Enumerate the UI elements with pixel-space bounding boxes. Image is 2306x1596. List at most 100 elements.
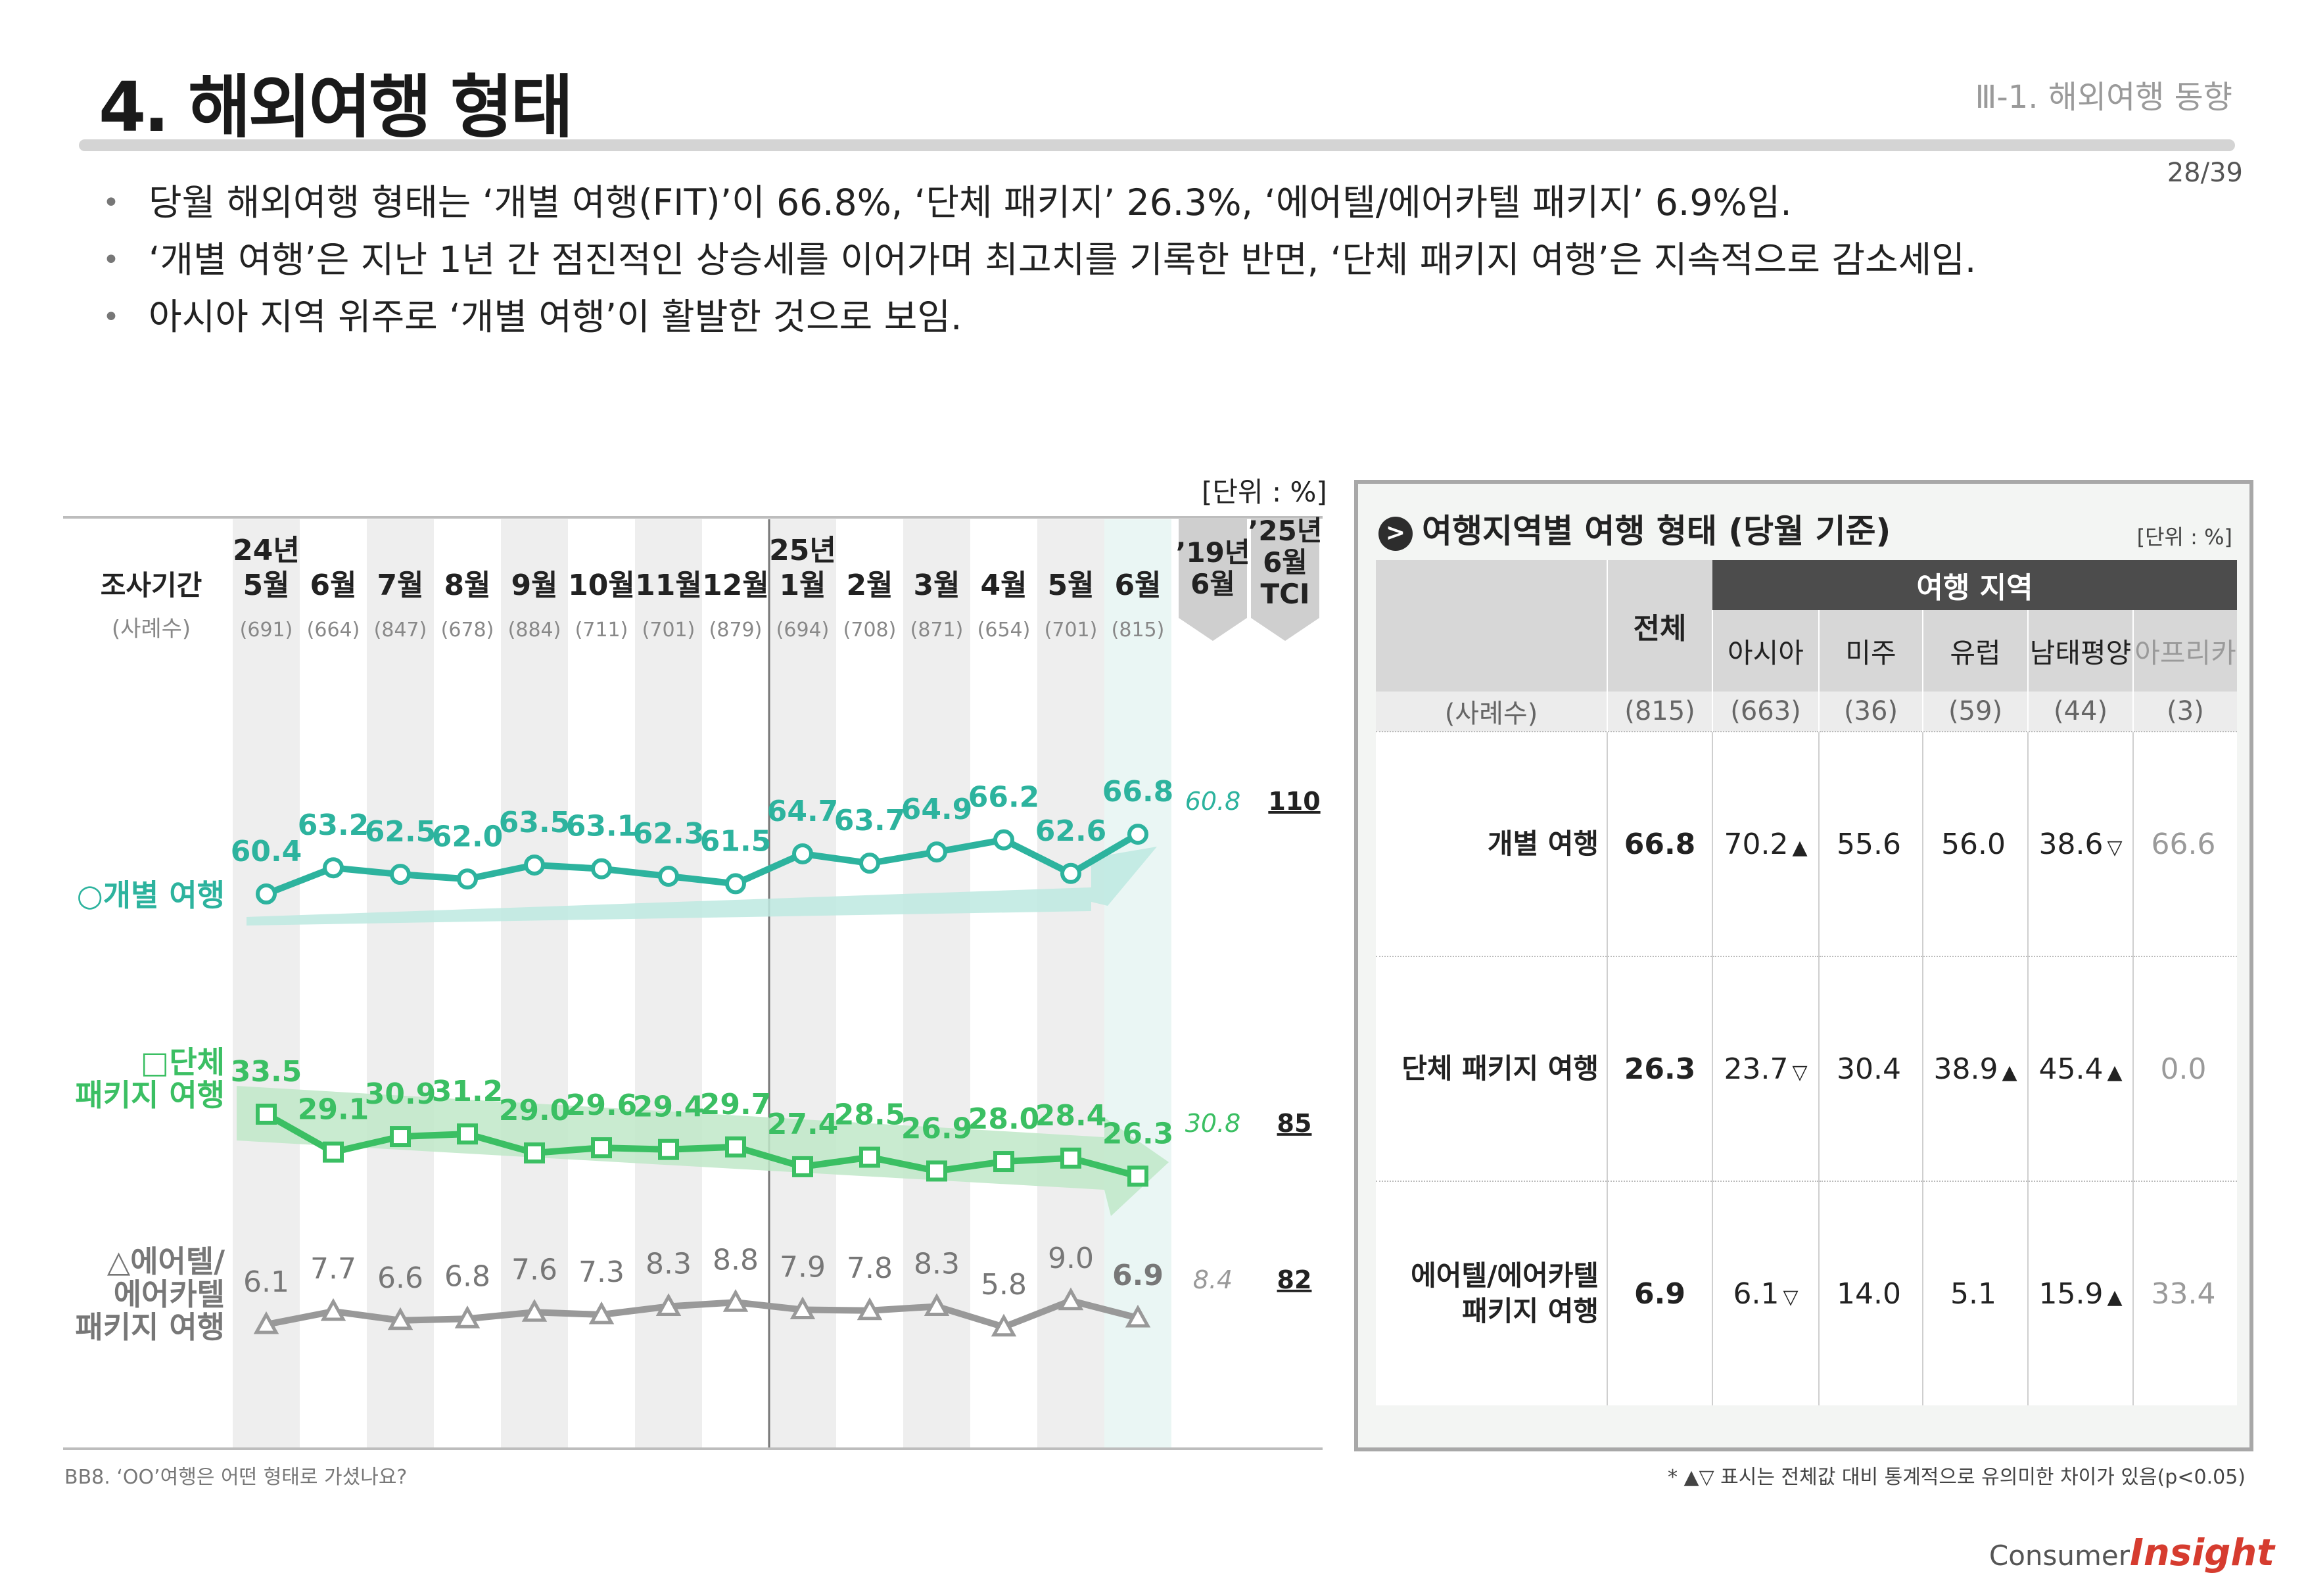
compare-2019-value: 8.4 — [1193, 1265, 1233, 1294]
col-header-region: 미주 — [1818, 610, 1923, 692]
data-label: 6.6 — [377, 1261, 423, 1295]
point-marker — [457, 868, 478, 890]
month-label: 11월 — [635, 569, 702, 602]
series-line — [264, 1111, 1139, 1180]
month-label: 10월 — [568, 569, 635, 602]
point-marker — [524, 1142, 545, 1163]
month-label: 6월 — [1114, 569, 1161, 602]
month-column-shade — [233, 519, 300, 1447]
compare-header-label: TCI — [1260, 578, 1309, 610]
series-name: 패키지 여행 — [75, 1309, 225, 1345]
series-name: □단체 — [141, 1044, 225, 1080]
cell-value: 38.6 — [2038, 827, 2104, 861]
summary-bullet: ‘개별 여행’은 지난 1년 간 점진적인 상승세를 이어가며 최고치를 기록한… — [99, 231, 1976, 289]
data-label: 8.8 — [713, 1243, 759, 1277]
compare-header-label: ’25년 — [1248, 515, 1322, 547]
significance-mark: ▲ — [1792, 835, 1808, 859]
data-label: 7.3 — [578, 1256, 624, 1289]
significance-mark: ▽ — [1792, 1060, 1808, 1084]
point-marker — [390, 1126, 411, 1148]
point-marker — [320, 1298, 346, 1321]
data-label: 5.8 — [981, 1268, 1027, 1302]
data-label: 7.7 — [310, 1252, 356, 1286]
data-label: 6.1 — [243, 1265, 289, 1299]
month-column-shade — [635, 519, 702, 1447]
sample-size-label: (691) — [240, 619, 293, 642]
cell-value: 56.0 — [1941, 827, 2006, 861]
sample-size: (59) — [1922, 692, 2028, 732]
point-marker — [658, 866, 679, 887]
point-marker — [993, 1151, 1014, 1173]
point-marker — [591, 858, 612, 880]
cell-value: 6.1 — [1733, 1277, 1779, 1311]
data-label: 28.0 — [968, 1102, 1040, 1136]
brand-logo: ConsumerInsight — [1989, 1532, 2274, 1574]
sample-size-label: (847) — [374, 619, 427, 642]
cell-total: 26.3 — [1607, 956, 1712, 1181]
compare-2019-value: 30.8 — [1185, 1109, 1241, 1138]
sample-label: (사례수) — [1376, 692, 1607, 732]
table-row: 에어텔/에어카텔 패키지 여행 6.9 6.1 ▽ 14.0 5.1 15.9 ▲ … — [1376, 1181, 2237, 1405]
cell-value: 15.9 — [2038, 1277, 2104, 1311]
sample-size-label: (871) — [910, 619, 964, 642]
sample-size-label: (664) — [307, 619, 360, 642]
sample-size: (44) — [2027, 692, 2133, 732]
year-label: 25년 — [769, 534, 836, 567]
compare-header-tab — [1179, 518, 1247, 641]
data-label: 28.4 — [1035, 1099, 1107, 1133]
chevron-right-icon: > — [1378, 516, 1413, 551]
point-marker — [256, 1104, 277, 1125]
data-label: 63.7 — [834, 804, 906, 837]
cell-value: 30.4 — [1837, 1052, 1901, 1086]
month-label: 8월 — [444, 569, 490, 602]
point-marker — [1127, 824, 1148, 845]
point-marker — [725, 873, 746, 895]
point-marker — [1060, 1147, 1081, 1169]
significance-mark: ▽ — [1783, 1285, 1799, 1309]
col-group-header: 여행 지역 — [1712, 560, 2237, 610]
summary-bullet: 당월 해외여행 형태는 ‘개별 여행(FIT)’이 66.8%, ‘단체 패키지… — [99, 174, 1976, 231]
col-header-region: 아시아 — [1712, 610, 1819, 692]
table-cell: 38.9 ▲ — [1922, 956, 2028, 1181]
significance-mark: ▲ — [2002, 1060, 2017, 1084]
col-header-region: 아프리카 — [2132, 610, 2237, 692]
data-label: 29.1 — [298, 1093, 369, 1127]
year-label: 24년 — [233, 534, 300, 567]
data-label: 6.9 — [1112, 1259, 1164, 1292]
data-label: 66.8 — [1102, 775, 1174, 809]
page-title: 4. 해외여행 형태 — [99, 67, 573, 147]
table-cell: 66.6 — [2132, 731, 2237, 956]
table-cell: 23.7 ▽ — [1712, 956, 1819, 1181]
table-cell: 56.0 — [1922, 731, 2028, 956]
table-cell: 15.9 ▲ — [2027, 1181, 2133, 1405]
point-marker — [991, 1313, 1017, 1337]
table-cell: 70.2 ▲ — [1712, 731, 1819, 956]
sample-size: (663) — [1712, 692, 1819, 732]
month-label: 4월 — [980, 569, 1027, 602]
point-marker — [857, 1297, 883, 1321]
sample-size-label: (654) — [977, 619, 1031, 642]
sample-size-label: (678) — [441, 619, 494, 642]
data-label: 26.3 — [1102, 1117, 1174, 1150]
data-label: 60.4 — [231, 835, 302, 868]
table-row: 개별 여행 66.8 70.2 ▲ 55.6 56.0 38.6 ▽ 66.6 — [1376, 731, 2237, 956]
cell-value: 33.4 — [2151, 1277, 2216, 1311]
series-name: 에어카텔 — [114, 1277, 225, 1312]
data-label: 64.9 — [901, 793, 973, 826]
sample-header: (사례수) — [112, 616, 191, 642]
data-label: 29.4 — [633, 1091, 705, 1124]
point-marker — [926, 841, 947, 863]
row-label: 단체 패키지 여행 — [1376, 956, 1607, 1181]
point-marker — [457, 1123, 478, 1145]
point-marker — [1127, 1165, 1148, 1187]
data-label: 27.4 — [767, 1108, 839, 1141]
data-label: 62.5 — [365, 815, 436, 849]
cell-value: 55.6 — [1837, 827, 1901, 861]
point-marker — [722, 1289, 749, 1312]
sample-size-label: (701) — [642, 619, 695, 642]
point-marker — [792, 1156, 813, 1177]
col-header-region: 남태평양 — [2027, 610, 2133, 692]
point-marker — [993, 829, 1014, 851]
summary-bullets: 당월 해외여행 형태는 ‘개별 여행(FIT)’이 66.8%, ‘단체 패키지… — [99, 174, 1976, 346]
